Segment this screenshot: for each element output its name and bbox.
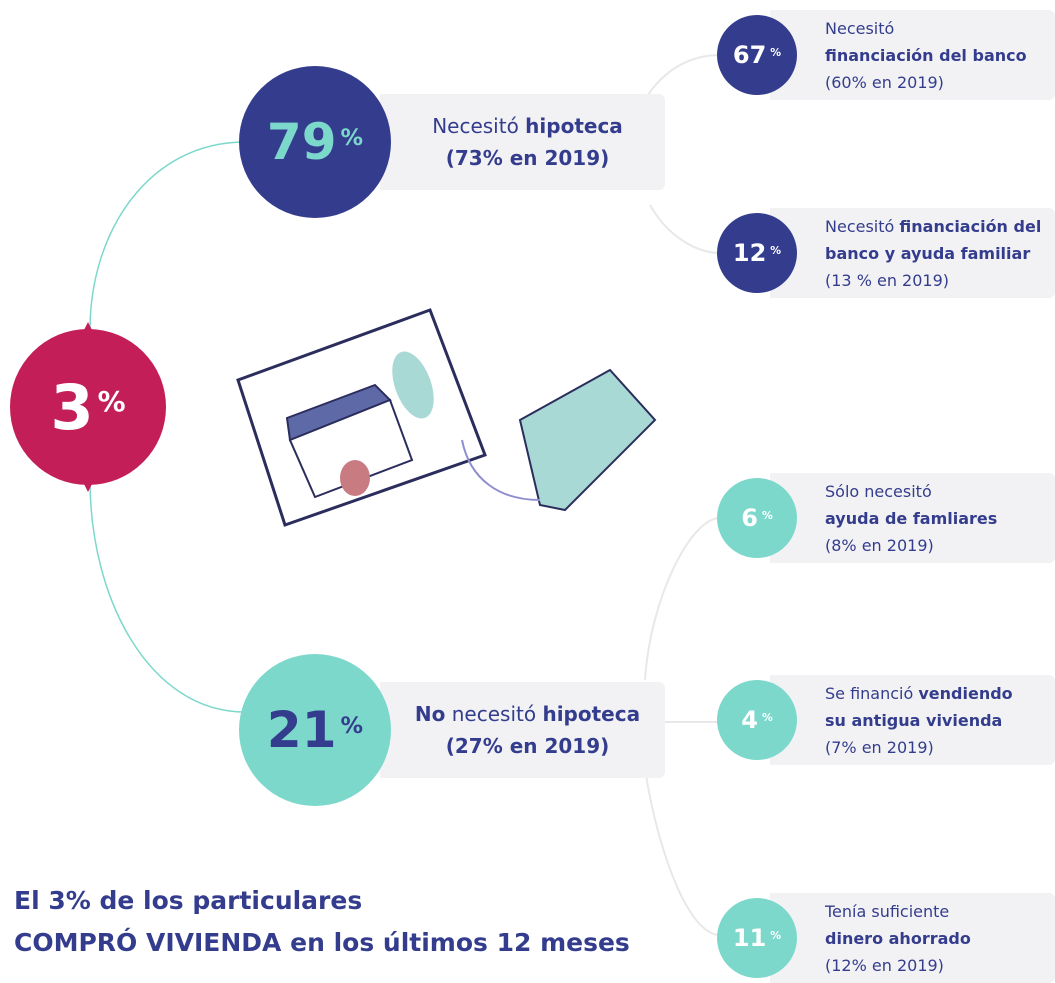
label-box: Necesitó hipoteca(73% en 2019) [380,94,665,190]
footer: El 3% de los particulares COMPRÓ VIVIEND… [14,880,630,964]
label-line: Necesitó [825,15,1027,42]
label: Se financió vendiendo su antigua vivienda… [825,680,1013,761]
label-line: banco y ayuda familiar [825,240,1041,267]
label-text: Tenía suficiente [825,902,949,921]
percent-value: 79 [267,113,337,171]
percent-circle: 6% [717,478,797,558]
percent-circle: 12% [717,213,797,293]
label-note: (60% en 2019) [825,69,1027,96]
label-note: (7% en 2019) [825,734,1013,761]
percent-unit: % [98,385,126,418]
label-text: hipoteca [525,114,623,138]
label: Necesitó financiación del banco y ayuda f… [825,213,1041,294]
label-note: (27% en 2019) [390,730,665,762]
label-line: su antigua vivienda [825,707,1013,734]
label-box: Tenía suficiente dinero ahorrado (12% en 2… [770,893,1055,983]
label: Necesitó financiación del banco (60% en 20… [825,15,1027,96]
label-text: banco y ayuda familiar [825,244,1030,263]
percent-unit: % [770,46,781,59]
footer-line: El 3% de los particulares [14,880,630,922]
label-text: ayuda de famliares [825,509,997,528]
label: No necesitó hipoteca(27% en 2019) [390,698,665,762]
label-text: financiación del [899,217,1041,236]
label-text: financiación del banco [825,46,1027,65]
percent-unit: % [770,244,781,257]
label-box: Necesitó financiación del banco y ayuda f… [770,208,1055,298]
label-box: Sólo necesitó ayuda de famliares (8% en 20… [770,473,1055,563]
label-line: Necesitó hipoteca [390,110,665,142]
label-box: Necesitó financiación del banco (60% en 20… [770,10,1055,100]
percent-value: 4 [741,706,758,734]
label: Sólo necesitó ayuda de famliares (8% en 20… [825,478,997,559]
connector [90,480,245,712]
percent-unit: % [770,929,781,942]
percent-value: 67 [733,41,766,69]
label-text: Sólo necesitó [825,482,932,501]
label-note: (73% en 2019) [390,142,665,174]
label-box: Se financió vendiendo su antigua vivienda… [770,675,1055,765]
illustration [238,310,655,525]
label-line: Tenía suficiente [825,898,971,925]
label-text: hipoteca [542,702,640,726]
percent-value: 12 [733,239,766,267]
label-text: dinero ahorrado [825,929,971,948]
label: Necesitó hipoteca(73% en 2019) [390,110,665,174]
percent-circle: 79% [239,66,391,218]
label: Tenía suficiente dinero ahorrado (12% en 2… [825,898,971,979]
label-note: (12% en 2019) [825,952,971,979]
label-line: Necesitó financiación del [825,213,1041,240]
percent-value: 21 [267,701,337,759]
percent-unit: % [762,509,773,522]
label-note: (8% en 2019) [825,532,997,559]
percent-unit: % [762,711,773,724]
label-text: su antigua vivienda [825,711,1002,730]
label-text: vendiendo [918,684,1012,703]
label-line: No necesitó hipoteca [390,698,665,730]
label-line: financiación del banco [825,42,1027,69]
percent-circle: 67% [717,15,797,95]
percent-circle: 4% [717,680,797,760]
percent-value: 3 [50,371,93,444]
label-line: ayuda de famliares [825,505,997,532]
percent-circle: 3% [10,329,166,485]
label-note: (13 % en 2019) [825,267,1041,294]
infographic: El 3% de los particulares COMPRÓ VIVIEND… [0,0,1055,983]
connector [90,142,245,330]
percent-unit: % [341,713,364,739]
label-text: Necesitó [825,217,899,236]
percent-circle: 21% [239,654,391,806]
percent-circle: 11% [717,898,797,978]
label-text: necesitó [445,702,542,726]
label-text: Necesitó [825,19,894,38]
label-text: Se financió [825,684,918,703]
label-text: Necesitó [432,114,525,138]
footer-line: COMPRÓ VIVIENDA en los últimos 12 meses [14,922,630,964]
label-line: dinero ahorrado [825,925,971,952]
label-line: Sólo necesitó [825,478,997,505]
label-line: Se financió vendiendo [825,680,1013,707]
percent-value: 6 [741,504,758,532]
label-box: No necesitó hipoteca(27% en 2019) [380,682,665,778]
percent-unit: % [341,125,364,151]
percent-value: 11 [733,924,766,952]
label-text: No [415,702,445,726]
